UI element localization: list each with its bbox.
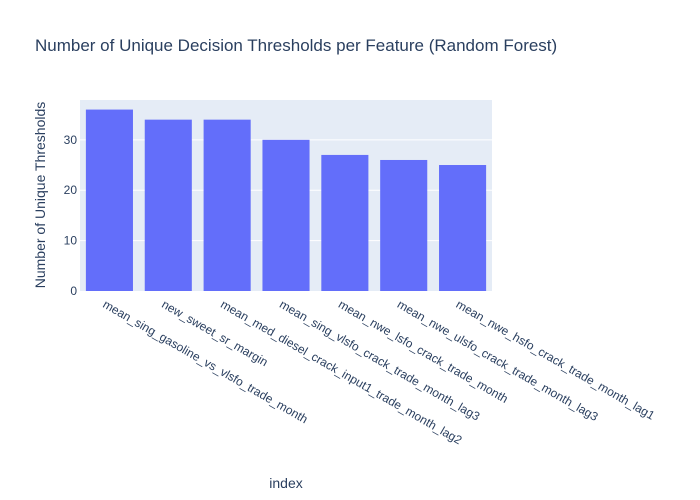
y-axis-title: Number of Unique Thresholds (32, 102, 48, 289)
bar-mean_sing_gasoline_vs_vlsfo_trade_month (85, 109, 133, 291)
bar-mean_nwe_hsfo_crack_trade_month_lag1 (439, 165, 487, 291)
y-tick-label: 30 (64, 133, 78, 147)
x-axis-ticks: mean_sing_gasoline_vs_vlsfo_trade_monthn… (101, 297, 658, 447)
bar-new_sweet_sr_margin (144, 119, 192, 291)
bar-mean_sing_vlsfo_crack_trade_month_lag3 (262, 139, 310, 291)
y-tick-label: 0 (70, 284, 77, 298)
y-tick-label: 10 (64, 234, 78, 248)
bar-mean_nwe_lsfo_crack_trade_month (321, 154, 369, 291)
y-tick-label: 20 (64, 183, 78, 197)
bars (85, 109, 487, 291)
chart-title: Number of Unique Decision Thresholds per… (35, 36, 557, 55)
bar-mean_nwe_ulsfo_crack_trade_month_lag3 (380, 159, 428, 291)
x-axis-title: index (269, 475, 302, 491)
y-axis-ticks: 0 10 20 30 (64, 133, 78, 298)
x-tick-label: mean_sing_gasoline_vs_vlsfo_trade_month (101, 297, 311, 426)
bar-mean_med_diesel_crack_input1_trade_month_lag2 (203, 119, 251, 291)
